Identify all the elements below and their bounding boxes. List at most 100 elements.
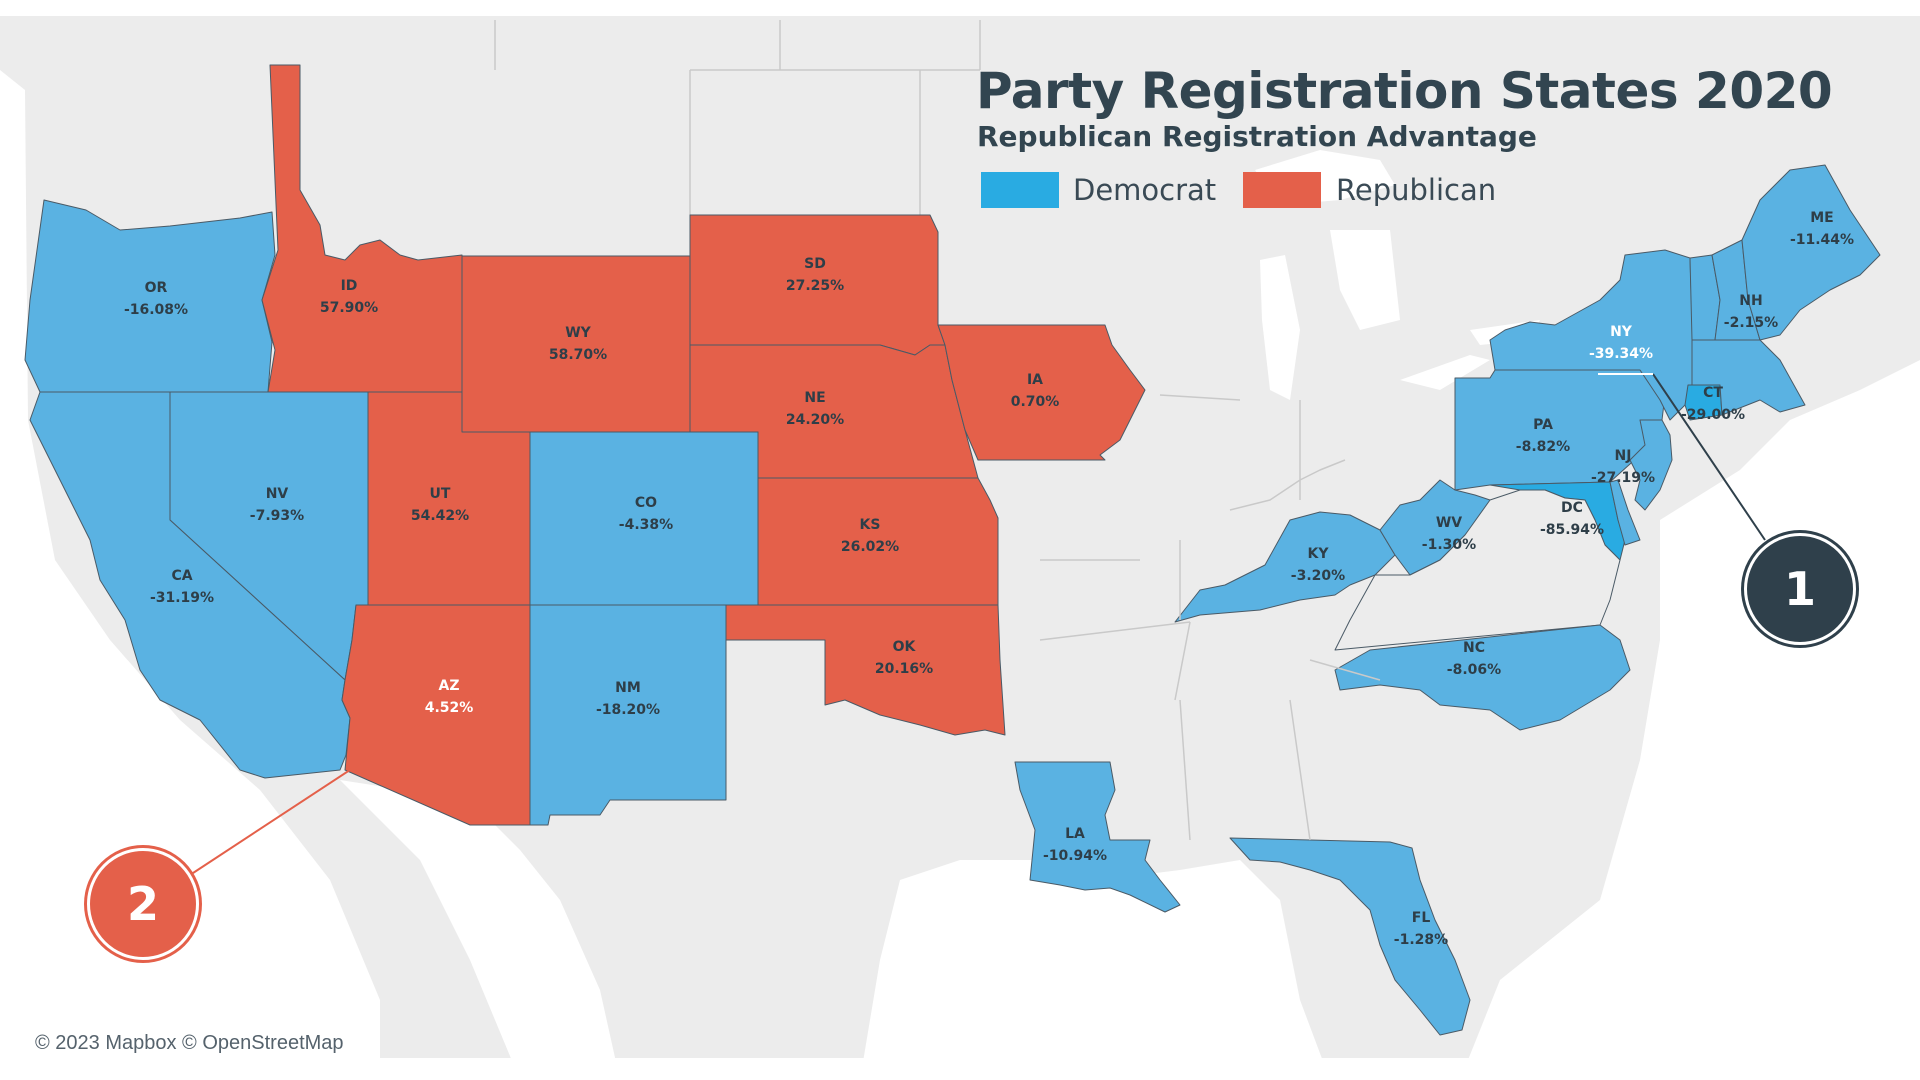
state-ok[interactable]	[725, 604, 1006, 736]
state-id[interactable]	[261, 64, 463, 393]
state-wy[interactable]	[461, 255, 691, 433]
state-value-ks: 26.02%	[841, 539, 899, 555]
state-label-fl: FL -1.28%	[1394, 910, 1448, 948]
state-nc[interactable]	[1334, 624, 1631, 731]
state-label-id: ID 57.90%	[320, 278, 378, 316]
state-label-wv: WV -1.30%	[1422, 515, 1476, 553]
pacific-ocean	[0, 70, 380, 1080]
state-abbr-fl: FL	[1412, 910, 1431, 926]
state-de[interactable]	[1609, 479, 1641, 546]
state-label-or: OR -16.08%	[124, 280, 188, 318]
state-abbr-ca: CA	[171, 568, 192, 584]
state-abbr-ny: NY	[1610, 324, 1633, 340]
state-abbr-ok: OK	[893, 639, 917, 655]
state-labels: OR -16.08% ID 57.90% WY 58.70% SD 27.25% IA 0.70%…	[124, 210, 1854, 948]
unshaded-state-borders	[1039, 394, 1381, 841]
state-label-ks: KS 26.02%	[841, 517, 899, 555]
state-or[interactable]	[24, 199, 276, 393]
legend-swatch-democrat	[981, 172, 1059, 208]
state-abbr-ne: NE	[804, 390, 825, 406]
state-value-ne: 24.20%	[786, 412, 844, 428]
top-margin	[0, 0, 1920, 16]
map-title: Party Registration States 2020	[976, 62, 1833, 120]
map-attribution: © 2023 Mapbox © OpenStreetMap	[35, 1032, 344, 1054]
callout-2-leader	[189, 723, 421, 876]
state-value-ok: 20.16%	[875, 661, 933, 677]
state-label-ca: CA -31.19%	[150, 568, 214, 606]
state-value-sd: 27.25%	[786, 278, 844, 294]
state-abbr-nh: NH	[1739, 293, 1762, 309]
state-value-ny: -39.34%	[1589, 346, 1653, 362]
state-value-ca: -31.19%	[150, 590, 214, 606]
state-label-pa: PA -8.82%	[1516, 417, 1570, 455]
state-value-nm: -18.20%	[596, 702, 660, 718]
state-ia[interactable]	[937, 324, 1146, 461]
state-label-co: CO -4.38%	[619, 495, 673, 533]
state-ny[interactable]	[1489, 249, 1696, 421]
state-value-ct: -29.00%	[1681, 407, 1745, 423]
state-value-ky: -3.20%	[1291, 568, 1345, 584]
state-abbr-nj: NJ	[1615, 448, 1632, 464]
state-abbr-ut: UT	[430, 486, 451, 502]
state-label-wy: WY 58.70%	[549, 325, 607, 363]
state-value-or: -16.08%	[124, 302, 188, 318]
state-abbr-or: OR	[145, 280, 168, 296]
state-nj[interactable]	[1629, 419, 1673, 511]
state-abbr-sd: SD	[804, 256, 826, 272]
state-abbr-co: CO	[635, 495, 657, 511]
state-abbr-nv: NV	[266, 486, 289, 502]
state-label-ct: CT -29.00%	[1681, 385, 1745, 423]
state-label-nv: NV -7.93%	[250, 486, 304, 524]
state-abbr-nm: NM	[615, 680, 641, 696]
state-label-ne: NE 24.20%	[786, 390, 844, 428]
state-value-nh: -2.15%	[1724, 315, 1778, 331]
state-va[interactable]	[1334, 489, 1621, 651]
state-value-fl: -1.28%	[1394, 932, 1448, 948]
state-label-ky: KY -3.20%	[1291, 546, 1345, 584]
state-label-nj: NJ -27.19%	[1591, 448, 1655, 486]
state-value-ia: 0.70%	[1011, 394, 1060, 410]
state-abbr-la: LA	[1065, 826, 1085, 842]
state-value-nc: -8.06%	[1447, 662, 1501, 678]
state-value-az: 4.52%	[425, 700, 474, 716]
state-abbr-wy: WY	[565, 325, 591, 341]
states-layer	[24, 64, 1881, 1036]
callout-2-badge[interactable]: 2	[87, 848, 199, 960]
state-abbr-wv: WV	[1436, 515, 1462, 531]
state-value-ut: 54.42%	[411, 508, 469, 524]
state-abbr-ia: IA	[1027, 372, 1043, 388]
background-borders	[494, 20, 981, 215]
legend-label-democrat: Democrat	[1073, 173, 1217, 207]
gulf-of-california	[340, 780, 620, 1080]
state-label-ut: UT 54.42%	[411, 486, 469, 524]
state-label-nm: NM -18.20%	[596, 680, 660, 718]
state-me[interactable]	[1741, 164, 1881, 341]
state-abbr-ct: CT	[1703, 385, 1723, 401]
state-fl[interactable]	[1229, 837, 1471, 1036]
state-label-ny: NY -39.34%	[1589, 324, 1653, 362]
state-abbr-ky: KY	[1308, 546, 1330, 562]
state-label-dc: DC -85.94%	[1540, 500, 1604, 538]
state-abbr-nc: NC	[1463, 640, 1485, 656]
state-value-id: 57.90%	[320, 300, 378, 316]
state-la[interactable]	[1014, 761, 1181, 913]
state-value-dc: -85.94%	[1540, 522, 1604, 538]
legend-swatch-republican	[1243, 172, 1321, 208]
state-abbr-az: AZ	[439, 678, 460, 694]
state-abbr-me: ME	[1810, 210, 1834, 226]
state-label-ok: OK 20.16%	[875, 639, 933, 677]
state-abbr-pa: PA	[1533, 417, 1553, 433]
state-label-me: ME -11.44%	[1790, 210, 1854, 248]
legend-label-republican: Republican	[1336, 173, 1497, 207]
callout-1-badge[interactable]: 1	[1744, 533, 1856, 645]
state-abbr-dc: DC	[1561, 500, 1583, 516]
lake-erie	[1400, 355, 1490, 390]
state-abbr-id: ID	[341, 278, 358, 294]
state-label-la: LA -10.94%	[1043, 826, 1107, 864]
state-nm[interactable]	[529, 604, 727, 826]
state-value-wv: -1.30%	[1422, 537, 1476, 553]
state-label-nh: NH -2.15%	[1724, 293, 1778, 331]
state-value-wy: 58.70%	[549, 347, 607, 363]
map-subtitle: Republican Registration Advantage	[977, 120, 1537, 153]
